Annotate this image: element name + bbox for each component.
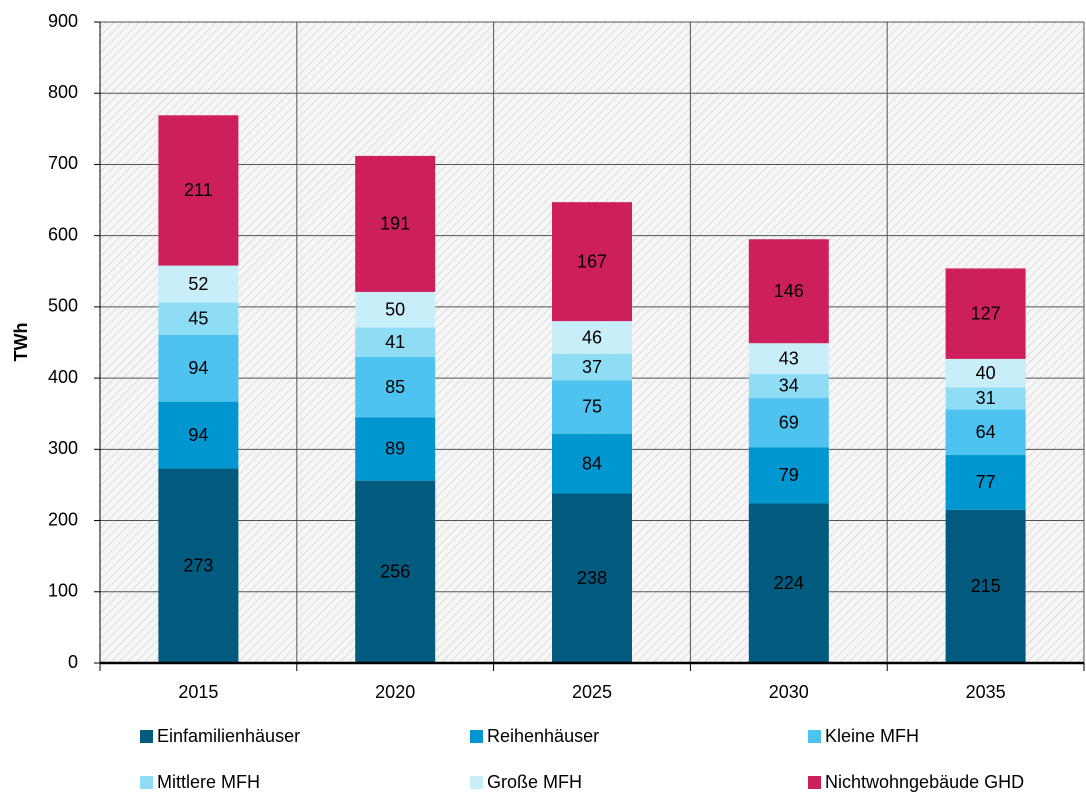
y-axis-label: TWh bbox=[11, 323, 31, 362]
data-label: 75 bbox=[582, 397, 602, 417]
bar-segment bbox=[552, 321, 632, 354]
bar-segment bbox=[748, 373, 829, 399]
legend-swatch bbox=[808, 776, 821, 789]
bar-segment bbox=[158, 115, 239, 266]
bar-segment bbox=[158, 468, 239, 663]
bar-segment bbox=[945, 358, 1026, 388]
bar-segment bbox=[945, 455, 1026, 510]
legend-label: Kleine MFH bbox=[825, 726, 919, 746]
data-label: 45 bbox=[188, 308, 208, 328]
bar-segment bbox=[355, 327, 436, 357]
data-label: 146 bbox=[774, 281, 804, 301]
data-label: 43 bbox=[779, 348, 799, 368]
data-label: 84 bbox=[582, 453, 602, 473]
x-tick-label: 2035 bbox=[966, 682, 1006, 702]
bar-segment bbox=[945, 409, 1026, 456]
data-label: 69 bbox=[779, 412, 799, 432]
data-label: 79 bbox=[779, 465, 799, 485]
data-label: 52 bbox=[188, 274, 208, 294]
y-tick-label: 400 bbox=[48, 367, 78, 387]
bar-segment bbox=[945, 509, 1026, 663]
legend-label: Mittlere MFH bbox=[157, 772, 260, 792]
data-label: 31 bbox=[976, 388, 996, 408]
bar-segment bbox=[355, 155, 436, 292]
y-tick-label: 200 bbox=[48, 509, 78, 529]
data-label: 34 bbox=[779, 376, 799, 396]
bar-segment bbox=[552, 353, 632, 381]
data-label: 238 bbox=[577, 568, 607, 588]
bar-segment bbox=[158, 401, 239, 469]
bar-segment bbox=[748, 343, 829, 374]
bar-segment bbox=[552, 380, 632, 434]
y-tick-label: 300 bbox=[48, 438, 78, 458]
data-label: 167 bbox=[577, 251, 607, 271]
legend-swatch bbox=[140, 730, 153, 743]
data-label: 215 bbox=[971, 576, 1001, 596]
data-label: 50 bbox=[385, 299, 405, 319]
bar-segment bbox=[355, 417, 436, 481]
bar-segment bbox=[945, 387, 1026, 410]
data-label: 256 bbox=[380, 562, 410, 582]
bar-segment bbox=[748, 239, 829, 344]
bar-segment bbox=[158, 302, 239, 335]
y-tick-label: 900 bbox=[48, 11, 78, 31]
data-label: 273 bbox=[183, 556, 213, 576]
x-tick-label: 2015 bbox=[178, 682, 218, 702]
y-tick-label: 700 bbox=[48, 153, 78, 173]
bar-segment bbox=[748, 398, 829, 448]
bar-segment bbox=[748, 447, 829, 504]
data-label: 211 bbox=[184, 180, 213, 200]
legend-swatch bbox=[808, 730, 821, 743]
legend-label: Einfamilienhäuser bbox=[157, 726, 300, 746]
x-tick-label: 2030 bbox=[769, 682, 809, 702]
bar-segment bbox=[945, 268, 1026, 359]
data-label: 46 bbox=[582, 327, 602, 347]
legend-swatch bbox=[470, 776, 483, 789]
legend-swatch bbox=[470, 730, 483, 743]
data-label: 94 bbox=[188, 358, 208, 378]
data-label: 94 bbox=[188, 425, 208, 445]
data-label: 64 bbox=[976, 422, 996, 442]
x-tick-label: 2025 bbox=[572, 682, 612, 702]
bar-segment bbox=[355, 356, 436, 418]
legend-label: Nichtwohngebäude GHD bbox=[825, 772, 1024, 792]
data-label: 191 bbox=[380, 214, 410, 234]
bar-segment bbox=[158, 334, 239, 402]
legend-label: Reihenhäuser bbox=[487, 726, 599, 746]
bar-segment bbox=[552, 493, 632, 663]
legend-label: Große MFH bbox=[487, 772, 582, 792]
y-tick-label: 100 bbox=[48, 581, 78, 601]
data-label: 85 bbox=[385, 377, 405, 397]
data-label: 127 bbox=[971, 303, 1001, 323]
data-label: 41 bbox=[385, 332, 405, 352]
data-label: 40 bbox=[976, 363, 996, 383]
y-tick-label: 600 bbox=[48, 224, 78, 244]
data-label: 37 bbox=[582, 357, 602, 377]
bar-segment bbox=[355, 291, 436, 328]
x-tick-label: 2020 bbox=[375, 682, 415, 702]
y-tick-label: 800 bbox=[48, 82, 78, 102]
legend-swatch bbox=[140, 776, 153, 789]
y-tick-label: 500 bbox=[48, 296, 78, 316]
bar-segment bbox=[552, 433, 632, 494]
bar-segment bbox=[158, 265, 239, 303]
bar-segment bbox=[552, 202, 632, 322]
data-label: 224 bbox=[774, 573, 804, 593]
bar-segment bbox=[355, 480, 436, 663]
data-label: 89 bbox=[385, 439, 405, 459]
bar-segment bbox=[748, 503, 829, 663]
y-tick-label: 0 bbox=[68, 652, 78, 672]
data-label: 77 bbox=[976, 472, 996, 492]
